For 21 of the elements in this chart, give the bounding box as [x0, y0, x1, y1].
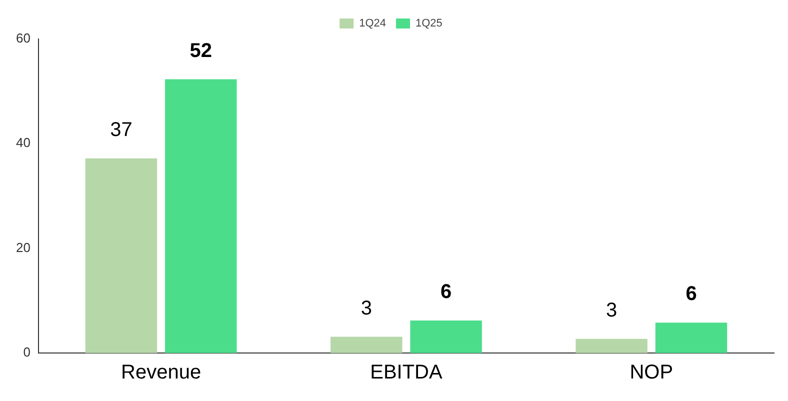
bar — [410, 320, 482, 353]
bar — [576, 338, 648, 353]
data-label: 37 — [110, 118, 132, 141]
y-tick-label: 20 — [16, 240, 30, 255]
data-label: 6 — [686, 283, 697, 306]
y-tick-label: 40 — [16, 135, 30, 150]
data-label: 52 — [190, 40, 212, 62]
data-label: 3 — [606, 299, 618, 322]
y-tick-label: 60 — [16, 30, 30, 46]
x-tick-label: Revenue — [121, 362, 202, 384]
y-tick-label: 0 — [23, 344, 30, 360]
legend-label: 1Q24 — [359, 18, 386, 30]
x-tick-label: EBITDA — [370, 362, 443, 384]
bar — [85, 158, 158, 353]
x-tick-label: NOP — [630, 362, 674, 384]
data-label: 3 — [360, 297, 372, 320]
bar — [165, 79, 237, 353]
data-label: 6 — [440, 281, 452, 304]
bar — [330, 336, 402, 353]
bar — [655, 322, 728, 353]
legend-label: 1Q25 — [416, 18, 442, 30]
